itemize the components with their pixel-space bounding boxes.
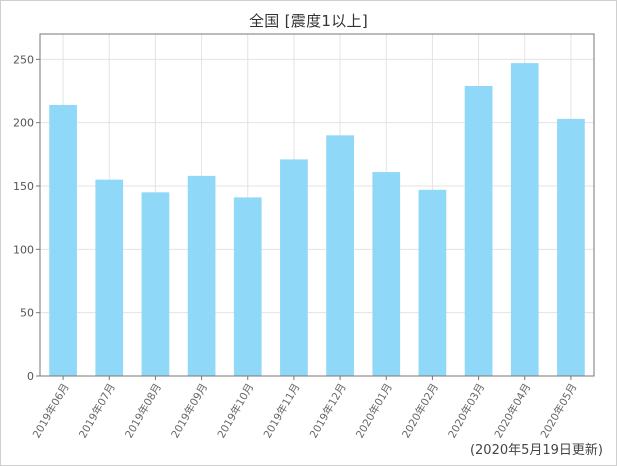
x-tick-label: 2020年05月 xyxy=(538,381,580,440)
bar-5 xyxy=(233,197,262,376)
x-tick-label: 2020年03月 xyxy=(445,381,487,440)
axes-layer xyxy=(36,33,595,380)
bar-3 xyxy=(141,192,170,376)
bar-6 xyxy=(280,159,308,376)
bar-2 xyxy=(95,179,124,376)
bar-1 xyxy=(49,104,77,376)
bar-11 xyxy=(510,63,539,377)
x-tick-label: 2019年10月 xyxy=(215,381,257,440)
y-tick-labels: 0 50 100 150 200 250 xyxy=(13,53,34,383)
x-tick-label: 2020年01月 xyxy=(353,381,395,440)
x-tick-label: 2019年08月 xyxy=(122,381,164,440)
x-tick-label: 2019年12月 xyxy=(307,381,349,440)
x-tick-label: 2019年07月 xyxy=(76,381,118,440)
plot-border xyxy=(39,33,595,377)
bar-12 xyxy=(557,118,585,376)
bar-8 xyxy=(372,172,401,376)
chart-title: 全国 [震度1以上] xyxy=(248,12,369,30)
y-tick-label: 100 xyxy=(13,243,34,256)
x-tick-label: 2020年02月 xyxy=(399,381,441,440)
bar-9 xyxy=(418,189,447,376)
x-tick-label: 2019年06月 xyxy=(30,381,72,440)
x-tick-label: 2019年09月 xyxy=(168,381,210,440)
y-tick-label: 50 xyxy=(20,307,34,320)
bar-4 xyxy=(187,175,216,376)
y-tick-label: 200 xyxy=(13,117,34,130)
bar-10 xyxy=(464,85,493,376)
x-tick-label: 2020年04月 xyxy=(492,381,534,440)
bar-7 xyxy=(326,135,354,376)
bars-layer xyxy=(49,63,585,377)
update-note: (2020年5月19日更新) xyxy=(469,443,603,458)
x-tick-label: 2019年11月 xyxy=(261,381,303,440)
y-tick-label: 250 xyxy=(13,53,34,66)
y-tick-label: 0 xyxy=(27,370,34,383)
x-tick-labels: 2019年06月 2019年07月 2019年08月 2019年09月 2019年10月… xyxy=(30,381,580,440)
y-tick-label: 150 xyxy=(13,180,34,193)
